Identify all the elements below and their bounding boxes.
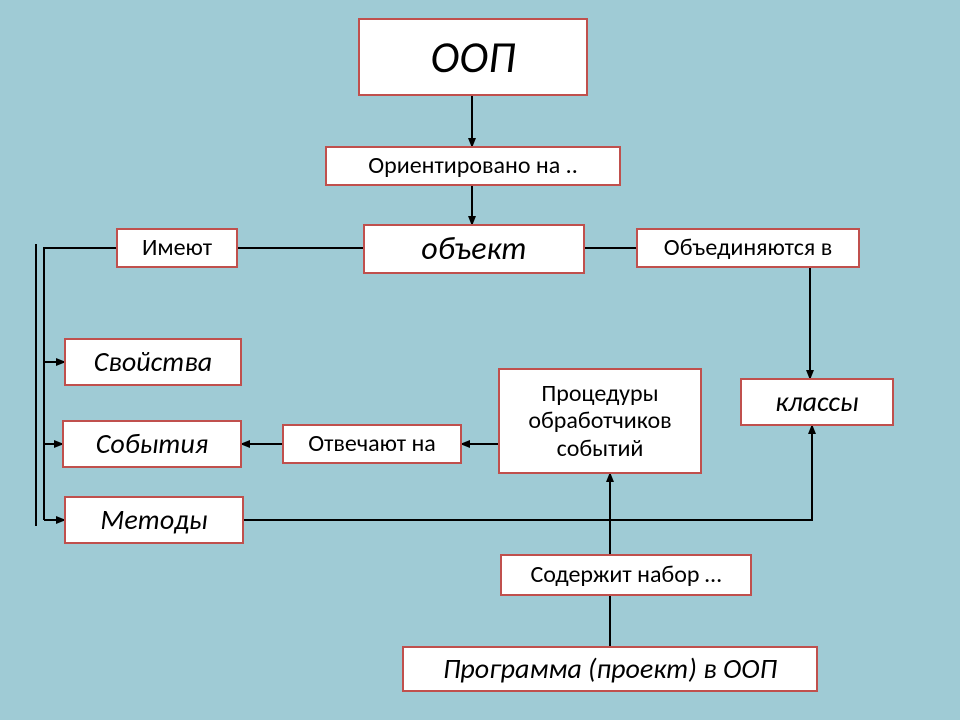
node-oop-label: ООП: [431, 32, 516, 83]
node-handlers: Процедуры обработчиков событий: [498, 368, 702, 474]
node-object-label: объект: [421, 231, 526, 268]
node-combine-label: Объединяются в: [664, 234, 832, 262]
node-orient-label: Ориентировано на ..: [368, 152, 578, 180]
node-have: Имеют: [116, 228, 238, 268]
node-contains-label: Содержит набор …: [531, 561, 722, 589]
node-orient: Ориентировано на ..: [325, 146, 621, 186]
node-methods-label: Методы: [100, 504, 207, 536]
node-classes-label: классы: [775, 386, 858, 418]
node-respond: Отвечают на: [282, 424, 462, 464]
node-events: События: [62, 420, 242, 468]
node-respond-label: Отвечают на: [308, 430, 436, 458]
node-combine: Объединяются в: [636, 228, 860, 268]
node-events-label: События: [96, 428, 208, 460]
node-methods: Методы: [64, 496, 244, 544]
node-contains: Содержит набор …: [500, 554, 752, 596]
node-oop: ООП: [358, 18, 588, 96]
node-handlers-label: Процедуры обработчиков событий: [510, 380, 690, 463]
node-props-label: Свойства: [94, 346, 212, 378]
node-object: объект: [363, 224, 585, 274]
node-have-label: Имеют: [142, 234, 212, 262]
diagram-canvas: ООП Ориентировано на .. объект Имеют Объ…: [0, 0, 960, 720]
node-program-label: Программа (проект) в ООП: [443, 653, 777, 685]
node-props: Свойства: [64, 338, 242, 386]
node-classes: классы: [740, 378, 894, 426]
node-program: Программа (проект) в ООП: [402, 646, 818, 692]
